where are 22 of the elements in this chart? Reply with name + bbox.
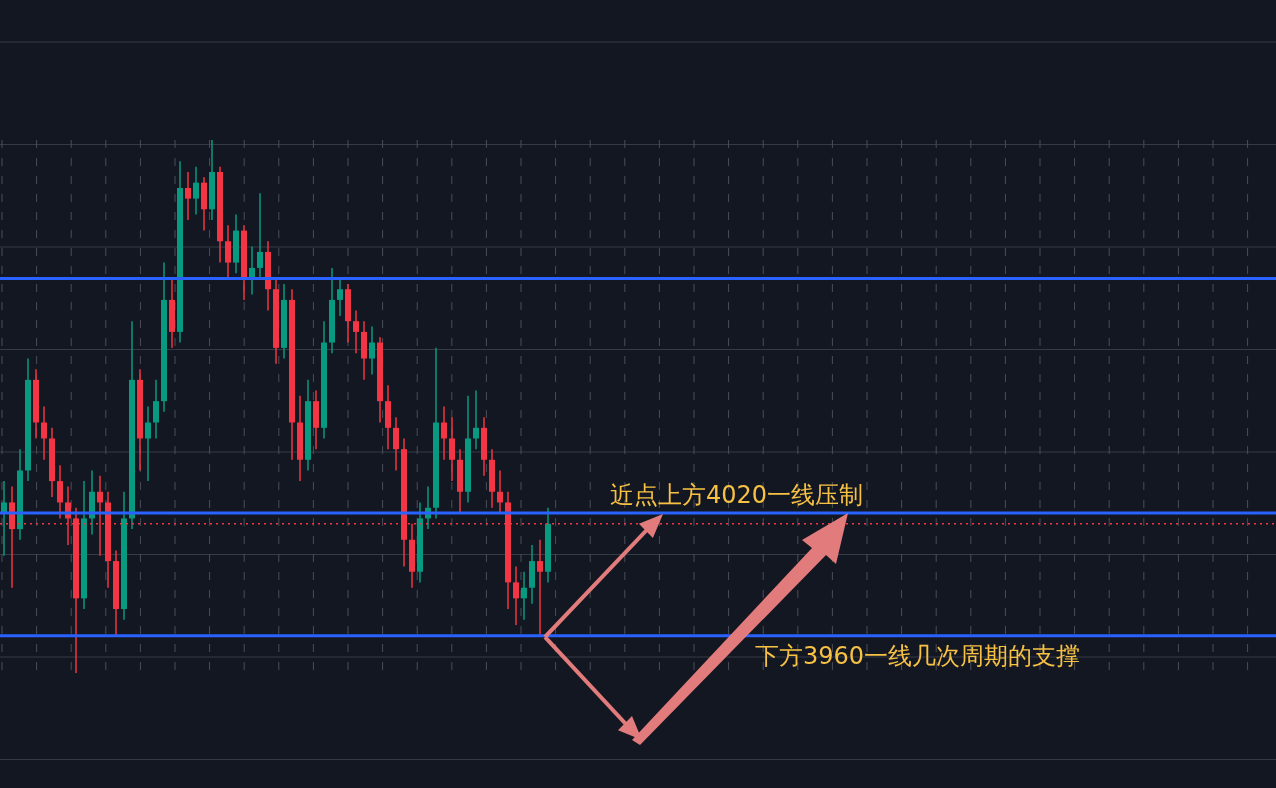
candlestick [153,379,159,440]
ref-line-label: 下方3960一线几次周期的支撑 [755,641,1081,670]
candlestick [353,309,359,354]
ref-line-label: 近点上方4020一线压制 [610,481,864,510]
candlestick [537,539,543,637]
candlestick [393,416,399,472]
candlestick [1,480,7,557]
candlestick [41,405,47,461]
candlestick [521,570,527,621]
candlestick [337,277,343,317]
candlestick [257,192,263,280]
candlestick [185,171,191,221]
candlestick [369,325,375,376]
candlestick [225,224,231,280]
candlestick [473,389,479,450]
candlestick [441,405,447,461]
candlestick [193,165,199,216]
candlestick [145,405,151,482]
candlestick [497,469,503,514]
candlestick [57,464,63,520]
candlestick [449,416,455,482]
candlestick [513,565,519,626]
